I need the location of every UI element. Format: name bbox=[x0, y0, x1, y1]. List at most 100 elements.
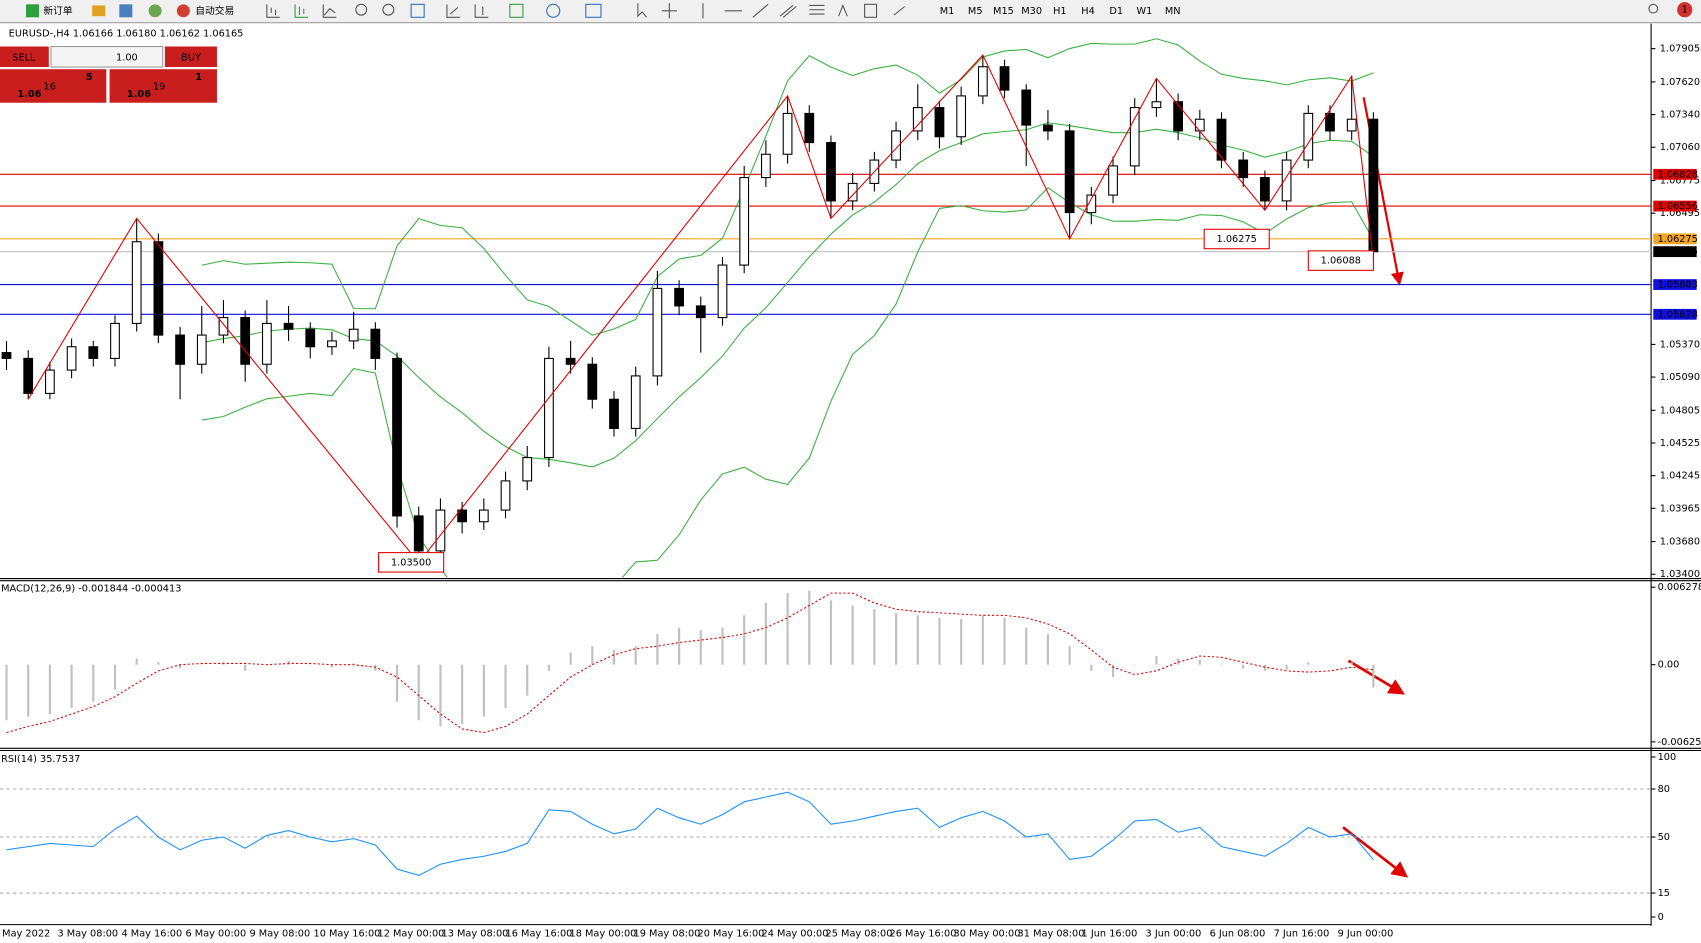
price-annotation: 1.03500 bbox=[391, 557, 431, 568]
buy-price-box[interactable] bbox=[109, 69, 217, 103]
fibo-icon[interactable] bbox=[809, 4, 825, 15]
text-icon[interactable] bbox=[838, 3, 848, 17]
macd-tick-label: 0.00 bbox=[1658, 660, 1680, 671]
timeframe-button[interactable]: H4 bbox=[1081, 6, 1095, 17]
candle-body bbox=[652, 287, 663, 377]
layer bbox=[0, 38, 1652, 578]
candle-body bbox=[1173, 101, 1183, 132]
macd-bar bbox=[1177, 658, 1180, 665]
shift-icon[interactable] bbox=[474, 4, 489, 18]
auto-trading-button[interactable]: 自动交易 bbox=[195, 4, 234, 17]
candle-body bbox=[1108, 165, 1118, 196]
line-chart-icon[interactable] bbox=[322, 4, 337, 18]
price-tick-label: 1.07905 bbox=[1660, 44, 1700, 55]
arrow-annotation bbox=[1347, 659, 1405, 695]
notification-badge[interactable] bbox=[1677, 2, 1693, 18]
zoom-out-icon[interactable] bbox=[382, 3, 395, 16]
toolbar-icon[interactable] bbox=[92, 5, 106, 17]
candle-body bbox=[1346, 118, 1357, 132]
price-tick-label: 1.03965 bbox=[1660, 503, 1700, 514]
candle-body bbox=[674, 287, 684, 307]
bollinger-band bbox=[201, 38, 1374, 336]
candle-body bbox=[1238, 159, 1249, 179]
price-prefix: 1.06 bbox=[127, 89, 151, 100]
macd-bar bbox=[1025, 627, 1028, 665]
price-tick-label: 1.06495 bbox=[1660, 208, 1700, 219]
search-icon[interactable] bbox=[1648, 3, 1659, 14]
macd-bar bbox=[352, 663, 355, 665]
indicators-icon[interactable] bbox=[509, 3, 524, 18]
price-small: 1 bbox=[195, 72, 202, 83]
timeframe-button[interactable]: M1 bbox=[940, 6, 955, 17]
candle-body bbox=[522, 457, 533, 482]
new-order-button[interactable]: 新订单 bbox=[43, 4, 73, 17]
trendline-icon[interactable] bbox=[752, 3, 769, 18]
time-label: 31 May 08:00 bbox=[1018, 928, 1085, 939]
zoom-in-icon[interactable] bbox=[355, 3, 368, 16]
candle-body bbox=[1151, 101, 1162, 109]
crosshair-icon[interactable] bbox=[661, 3, 677, 19]
buy-button[interactable] bbox=[164, 46, 217, 68]
candle-body bbox=[1281, 159, 1292, 202]
macd-bar bbox=[894, 612, 898, 665]
label-icon[interactable] bbox=[864, 3, 878, 18]
chart-window bbox=[0, 23, 1701, 943]
periods-icon[interactable] bbox=[546, 3, 561, 18]
timeframe-button[interactable]: W1 bbox=[1137, 6, 1153, 17]
candle-body bbox=[45, 369, 55, 394]
price-tick-label: 1.07620 bbox=[1660, 77, 1700, 88]
candle-body bbox=[66, 346, 77, 371]
macd-bar bbox=[829, 600, 833, 665]
candle-body bbox=[1194, 118, 1205, 132]
sell-price-box[interactable] bbox=[0, 69, 107, 103]
macd-bar bbox=[743, 615, 746, 665]
scroll-icon[interactable] bbox=[446, 4, 460, 18]
macd-bar bbox=[656, 633, 659, 665]
price-line-label: 1.06165 bbox=[1658, 247, 1698, 258]
candle-icon[interactable] bbox=[294, 4, 309, 18]
price-tick-label: 1.07340 bbox=[1660, 110, 1700, 121]
macd-bar bbox=[1328, 664, 1332, 666]
time-label: 9 Jun 00:00 bbox=[1338, 928, 1394, 939]
timeframe-button[interactable]: M5 bbox=[968, 6, 983, 17]
macd-bar bbox=[1242, 664, 1245, 669]
sell-button[interactable] bbox=[0, 46, 49, 68]
auto-trading-icon[interactable] bbox=[176, 4, 190, 18]
macd-bar bbox=[547, 664, 551, 671]
candle-body bbox=[826, 142, 836, 202]
candle-body bbox=[457, 509, 468, 523]
timeframe-button[interactable]: D1 bbox=[1109, 6, 1123, 17]
candle-body bbox=[544, 357, 554, 459]
candle-body bbox=[587, 363, 598, 400]
time-label: 1 Jun 16:00 bbox=[1082, 928, 1138, 939]
time-label: 20 May 16:00 bbox=[698, 928, 765, 939]
toolbar-icon[interactable] bbox=[148, 4, 162, 18]
macd-bar bbox=[1046, 633, 1050, 665]
macd-bar bbox=[1372, 664, 1375, 688]
lots-box bbox=[50, 45, 164, 68]
candle-body bbox=[88, 346, 99, 359]
candle-body bbox=[1, 352, 12, 359]
bar-chart-icon[interactable] bbox=[266, 4, 280, 18]
toolbar-icon[interactable] bbox=[119, 4, 133, 18]
new-order-icon[interactable] bbox=[26, 4, 40, 18]
timeframe-button[interactable]: MN bbox=[1165, 6, 1181, 17]
arrows-icon[interactable] bbox=[893, 6, 906, 16]
timeframe-button[interactable]: M30 bbox=[1021, 6, 1042, 17]
macd-bar bbox=[808, 590, 811, 665]
templates-icon[interactable] bbox=[585, 3, 602, 18]
zigzag bbox=[27, 54, 1374, 564]
timeframe-button[interactable]: H1 bbox=[1053, 6, 1067, 17]
tile-icon[interactable] bbox=[410, 3, 425, 18]
timeframe-button[interactable]: M15 bbox=[993, 6, 1014, 17]
candle-body bbox=[717, 264, 728, 319]
time-label: 25 May 08:00 bbox=[826, 928, 893, 939]
candle-body bbox=[110, 322, 120, 359]
channel-icon[interactable] bbox=[779, 4, 797, 18]
toolbar-icons bbox=[266, 3, 1659, 19]
candle-body bbox=[999, 66, 1010, 91]
macd-bar bbox=[27, 664, 30, 717]
cursor-icon[interactable] bbox=[637, 3, 647, 18]
macd-bar bbox=[5, 664, 8, 721]
candle-body bbox=[1021, 89, 1032, 126]
